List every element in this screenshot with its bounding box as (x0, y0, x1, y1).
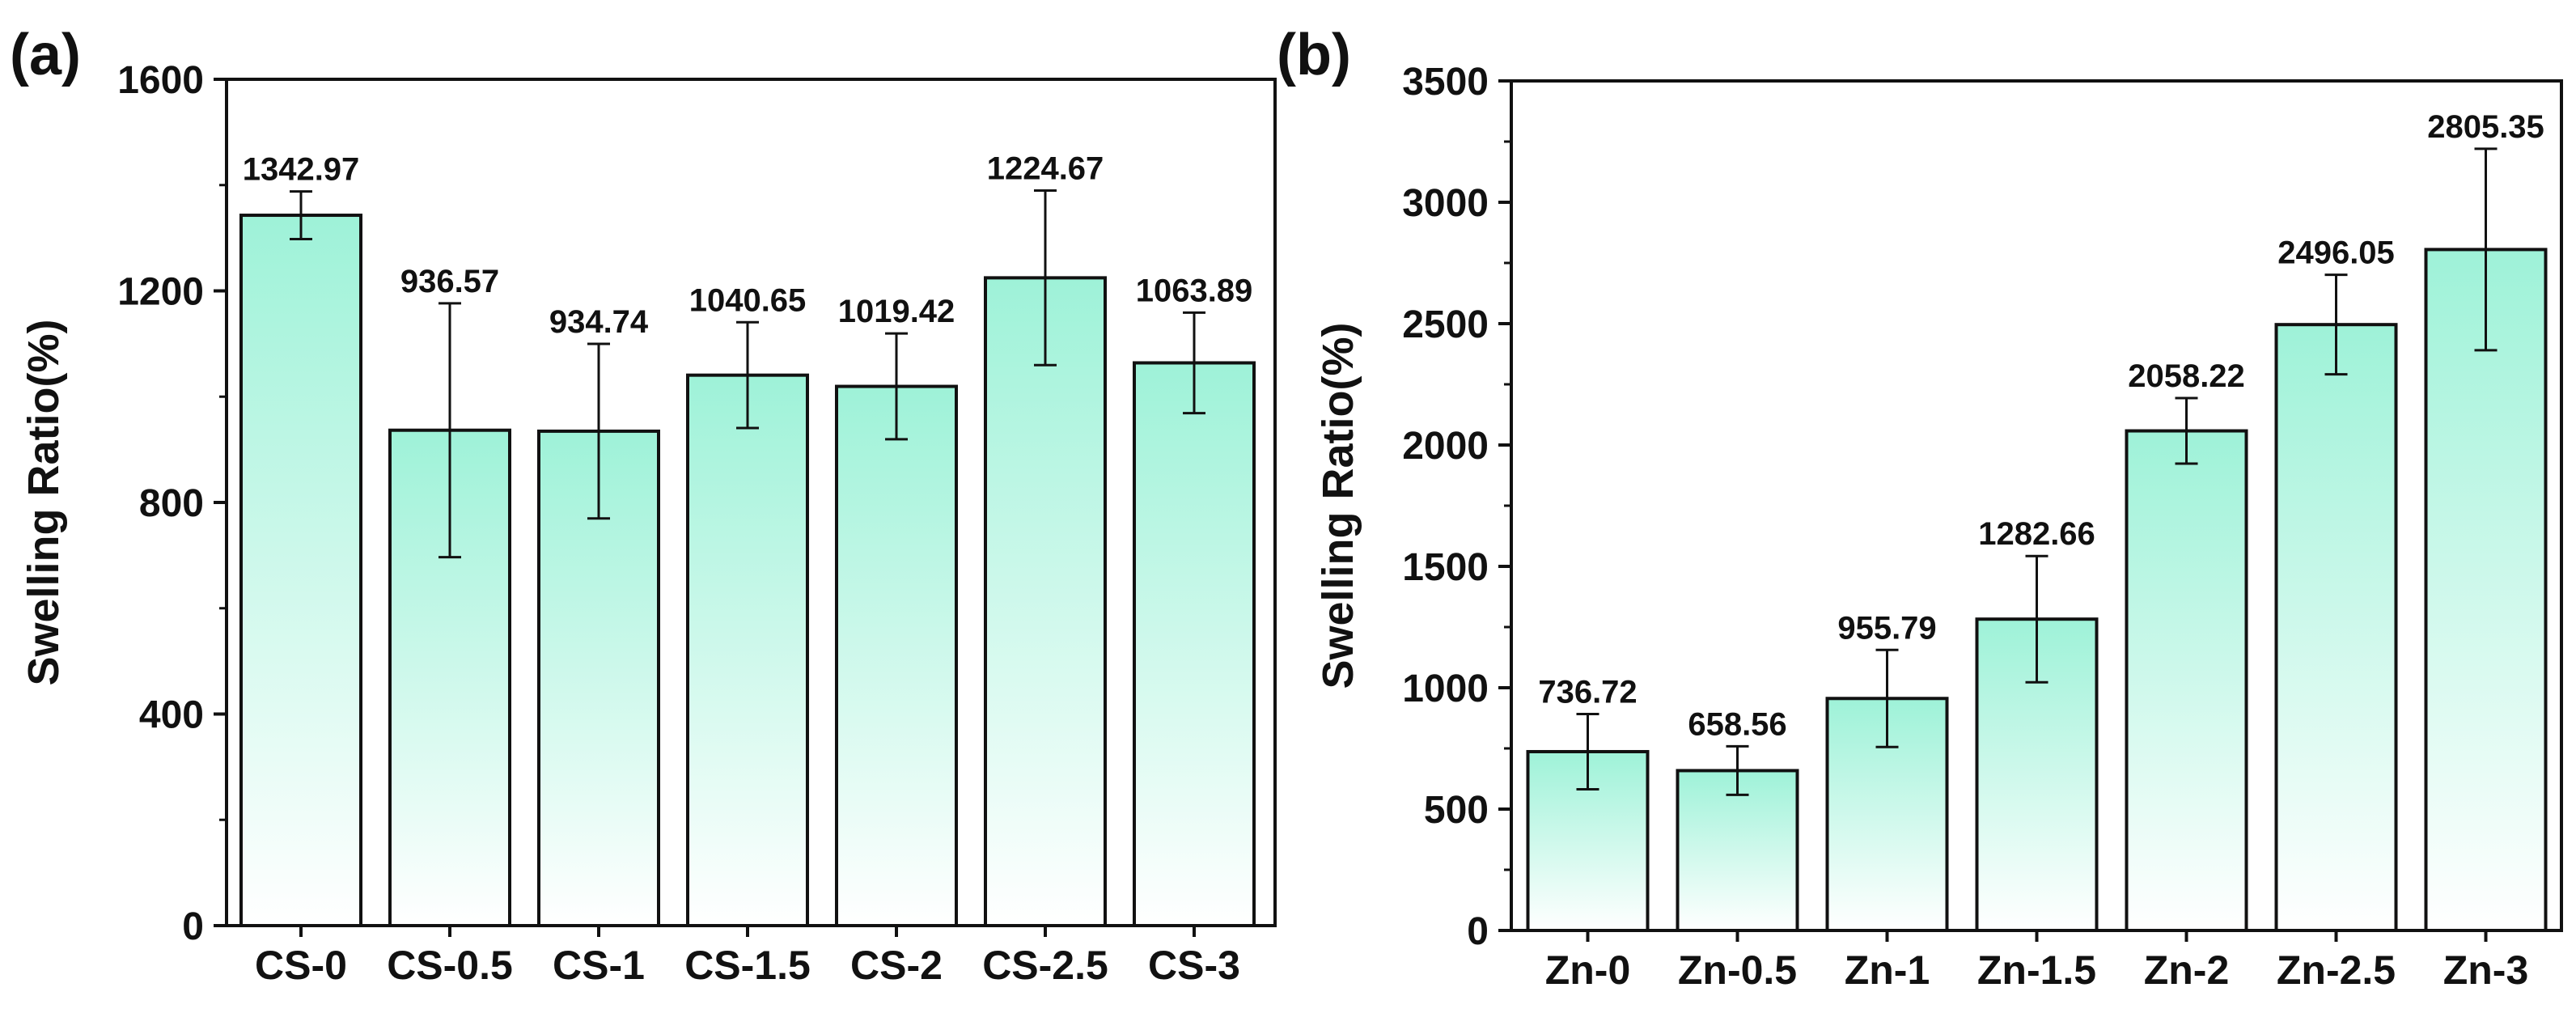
y-tick-label-a-1: 400 (139, 694, 204, 737)
category-label-b-0: Zn-0 (1545, 947, 1631, 993)
category-label-a-1: CS-0.5 (387, 943, 513, 988)
y-tick-label-b-3: 1500 (1402, 546, 1489, 589)
panel-a-chart: 1342.97 CS-0 936.57 CS-0.5 934.74 CS-1 1040.65… (10, 23, 1277, 988)
bar-a-6 (1133, 361, 1256, 927)
category-label-b-6: Zn-3 (2443, 947, 2529, 993)
category-label-b-2: Zn-1 (1845, 947, 1930, 993)
bar-b-1 (1676, 769, 1799, 932)
y-tick-label-b-4: 2000 (1402, 425, 1489, 468)
value-label-a-2: 934.74 (549, 304, 649, 340)
y-tick-label-b-0: 0 (1467, 910, 1489, 953)
bar-b-5 (2274, 323, 2398, 932)
panel-b-chart: 736.72 Zn-0 658.56 Zn-0.5 955.79 Zn-1 1282.66 Z… (1277, 23, 2563, 993)
y-tick-label-b-7: 3500 (1402, 61, 1489, 104)
y-tick-label-b-6: 3000 (1402, 182, 1489, 225)
y-tick-label-a-4: 1600 (117, 59, 204, 102)
category-label-b-4: Zn-2 (2144, 947, 2230, 993)
y-axis-title-b: Swelling Ratio(%) (1314, 322, 1362, 689)
category-label-a-0: CS-0 (255, 943, 347, 988)
category-label-b-3: Zn-1.5 (1977, 947, 2096, 993)
y-axis-title-a: Swelling Ratio(%) (19, 319, 68, 685)
value-label-a-6: 1063.89 (1136, 273, 1253, 308)
value-label-a-4: 1019.42 (838, 294, 955, 329)
y-tick-label-a-2: 800 (139, 482, 204, 525)
panel-label-a: (a) (10, 23, 81, 87)
value-label-b-4: 2058.22 (2128, 358, 2245, 394)
bar-a-4 (835, 384, 958, 927)
y-tick-label-b-1: 500 (1424, 789, 1489, 832)
value-label-a-1: 936.57 (400, 264, 499, 299)
y-tick-label-a-0: 0 (182, 905, 204, 948)
category-label-a-5: CS-2.5 (982, 943, 1108, 988)
value-label-b-1: 658.56 (1688, 706, 1786, 742)
value-label-a-3: 1040.65 (689, 282, 807, 318)
value-label-a-0: 1342.97 (243, 152, 360, 188)
category-label-a-3: CS-1.5 (684, 943, 811, 988)
y-tick-label-b-2: 1000 (1402, 668, 1489, 710)
y-tick-label-a-3: 1200 (117, 271, 204, 314)
bar-b-6 (2424, 248, 2548, 932)
y-tick-label-b-5: 2500 (1402, 303, 1489, 346)
bar-a-0 (239, 214, 362, 927)
value-label-b-3: 1282.66 (1978, 516, 2095, 552)
panel-label-b: (b) (1277, 23, 1351, 87)
value-label-b-6: 2805.35 (2427, 109, 2544, 145)
bar-a-3 (686, 373, 809, 927)
value-label-b-0: 736.72 (1538, 674, 1637, 710)
category-label-a-6: CS-3 (1148, 943, 1240, 988)
value-label-a-5: 1224.67 (987, 151, 1104, 187)
bar-b-4 (2125, 429, 2248, 932)
value-label-b-5: 2496.05 (2277, 235, 2395, 271)
category-label-b-1: Zn-0.5 (1678, 947, 1797, 993)
value-label-b-2: 955.79 (1837, 610, 1936, 646)
category-label-a-2: CS-1 (553, 943, 645, 988)
category-label-b-5: Zn-2.5 (2277, 947, 2396, 993)
category-label-a-4: CS-2 (850, 943, 943, 988)
bar-a-5 (984, 276, 1107, 927)
